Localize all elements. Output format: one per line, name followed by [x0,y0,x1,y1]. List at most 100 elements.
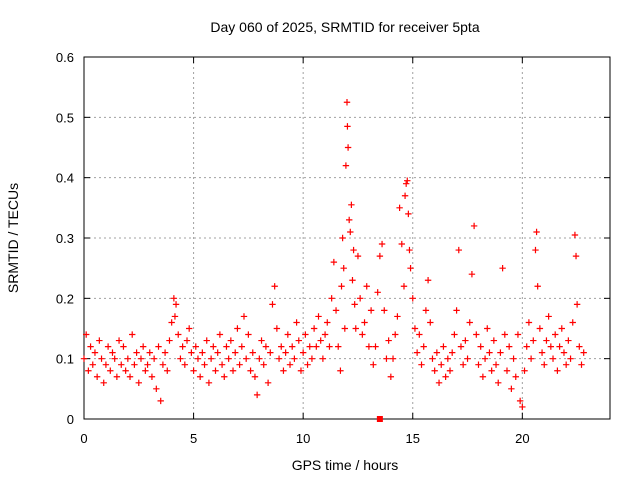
data-point [159,361,167,368]
data-point [497,349,504,356]
data-point [514,331,522,338]
data-point [80,355,88,362]
data-point [238,343,245,350]
y-tick-label: 0 [67,412,74,427]
data-point [218,361,226,368]
data-point [385,337,392,344]
data-point [236,361,243,368]
data-point [398,240,405,248]
data-point [365,343,373,350]
data-point [142,367,149,374]
data-point [429,355,436,362]
data-point [91,349,99,356]
data-point [267,349,274,356]
data-point [406,246,413,254]
data-point [157,397,164,405]
data-point [245,331,252,338]
data-point [262,343,270,350]
data-point [407,264,414,272]
data-point [207,355,215,362]
data-point [468,271,476,278]
data-point [387,373,395,380]
data-point [131,361,138,368]
data-point [488,367,495,374]
data-point [572,252,580,260]
data-point [457,343,465,350]
data-point [512,373,519,380]
data-point [538,349,546,356]
data-point [462,337,469,344]
data-point [356,295,364,302]
data-point [545,313,552,320]
data-point [275,355,283,362]
data-point [240,313,248,320]
data-point [533,228,540,236]
data-point [345,216,353,224]
data-point [214,349,221,356]
data-point [510,355,517,362]
data-point [126,373,134,380]
data-point [242,355,250,362]
data-point [411,325,419,332]
data-point [210,343,217,350]
data-point [401,192,409,199]
data-point [359,331,366,338]
data-point [556,343,563,350]
data-point [349,277,356,284]
data-point [433,349,441,356]
data-point [85,367,92,374]
data-point [249,349,256,356]
data-point [310,325,318,332]
data-point [372,343,379,350]
data-point [177,355,184,362]
data-point [297,367,305,374]
x-tick-label: 0 [80,431,87,446]
data-point [519,403,526,411]
data-point [87,343,94,350]
data-point [302,331,309,338]
data-point [455,246,462,254]
data-point [289,343,296,350]
data-point [558,325,565,332]
data-point [100,379,107,386]
data-point [181,361,189,368]
data-point [186,325,193,332]
data-point [164,367,171,374]
data-point [440,343,447,350]
data-point [508,385,515,393]
data-point [273,325,281,332]
data-point [102,361,110,368]
data-point [82,331,90,338]
data-point [402,180,410,187]
data-point [260,361,267,368]
data-point [532,246,539,254]
data-point [146,349,153,356]
data-point [113,373,121,380]
data-point [324,319,331,326]
data-point [315,313,322,320]
data-point [376,252,384,260]
data-point [400,283,408,290]
data-point [464,355,471,362]
data-point [521,367,528,374]
data-point [188,349,195,356]
data-point [516,397,524,405]
data-point [565,337,572,344]
data-point [405,210,412,218]
outlier-marker [376,416,383,422]
data-point [554,367,561,374]
data-point [344,123,351,130]
data-point [192,343,199,350]
data-point [234,325,241,332]
data-point [438,361,445,368]
data-point [286,361,294,368]
data-point [89,361,96,368]
data-point [354,252,362,260]
y-tick-label: 0.6 [56,50,74,65]
data-point [205,379,213,386]
data-point [573,301,581,308]
data-point [109,349,116,356]
y-tick-label: 0.3 [56,231,74,246]
data-point [199,349,206,356]
data-point [418,361,425,368]
